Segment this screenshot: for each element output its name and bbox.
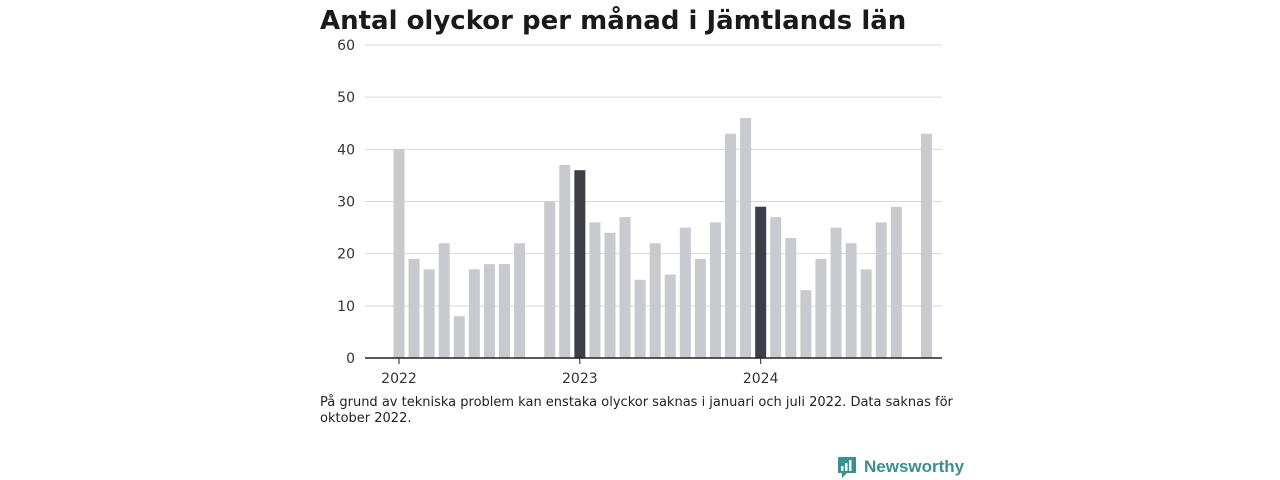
bar	[725, 133, 737, 358]
bar	[589, 222, 601, 358]
y-tick-label: 0	[346, 351, 355, 367]
x-axis-tick-labels: 2022 2023 2024	[381, 358, 779, 387]
bar	[393, 149, 405, 358]
bar	[740, 118, 752, 359]
bar	[785, 238, 797, 358]
bar	[423, 269, 435, 358]
bar	[770, 217, 782, 358]
y-tick-label: 60	[337, 38, 355, 54]
y-tick-label: 40	[337, 142, 355, 158]
x-tick-label: 2023	[562, 371, 598, 387]
bar	[408, 258, 420, 358]
bar	[559, 164, 571, 358]
bar	[845, 243, 857, 358]
y-tick-label: 50	[337, 90, 355, 106]
bar	[514, 243, 526, 358]
brand-name: Newsworthy	[864, 457, 965, 476]
chart-title: Antal olyckor per månad i Jämtlands län	[320, 6, 907, 36]
y-tick-label: 30	[337, 195, 355, 211]
bar-chart-speech-bubble-icon	[838, 457, 856, 478]
bar	[483, 264, 495, 358]
y-tick-label: 10	[337, 299, 355, 315]
bar	[755, 206, 767, 358]
bar	[709, 222, 721, 358]
bar	[544, 201, 556, 358]
data-labels: 43	[933, 0, 951, 4]
y-tick-label: 20	[337, 247, 355, 263]
bar	[619, 217, 631, 358]
bar	[920, 133, 932, 358]
brand-logo[interactable]: Newsworthy	[836, 455, 964, 479]
bar	[498, 264, 510, 358]
x-tick-label: 2022	[381, 371, 417, 387]
bar	[890, 206, 902, 358]
bar	[860, 269, 872, 358]
y-axis-tick-labels: 0 10 20 30 40 50 60	[337, 38, 355, 367]
bar	[438, 243, 450, 358]
bar	[800, 290, 812, 358]
chart-footnote: På grund av tekniska problem kan enstaka…	[320, 395, 953, 426]
bar	[604, 232, 616, 358]
data-label: 43	[933, 0, 951, 4]
bar	[664, 274, 676, 358]
bar	[679, 227, 691, 358]
bar	[815, 258, 827, 358]
bar	[830, 227, 842, 358]
bar	[694, 258, 706, 358]
bars	[393, 118, 932, 359]
bar	[453, 316, 465, 358]
bar	[634, 279, 646, 358]
bar	[649, 243, 661, 358]
bar	[875, 222, 887, 358]
x-tick-label: 2024	[743, 371, 779, 387]
bar	[468, 269, 480, 358]
bar	[574, 170, 586, 358]
